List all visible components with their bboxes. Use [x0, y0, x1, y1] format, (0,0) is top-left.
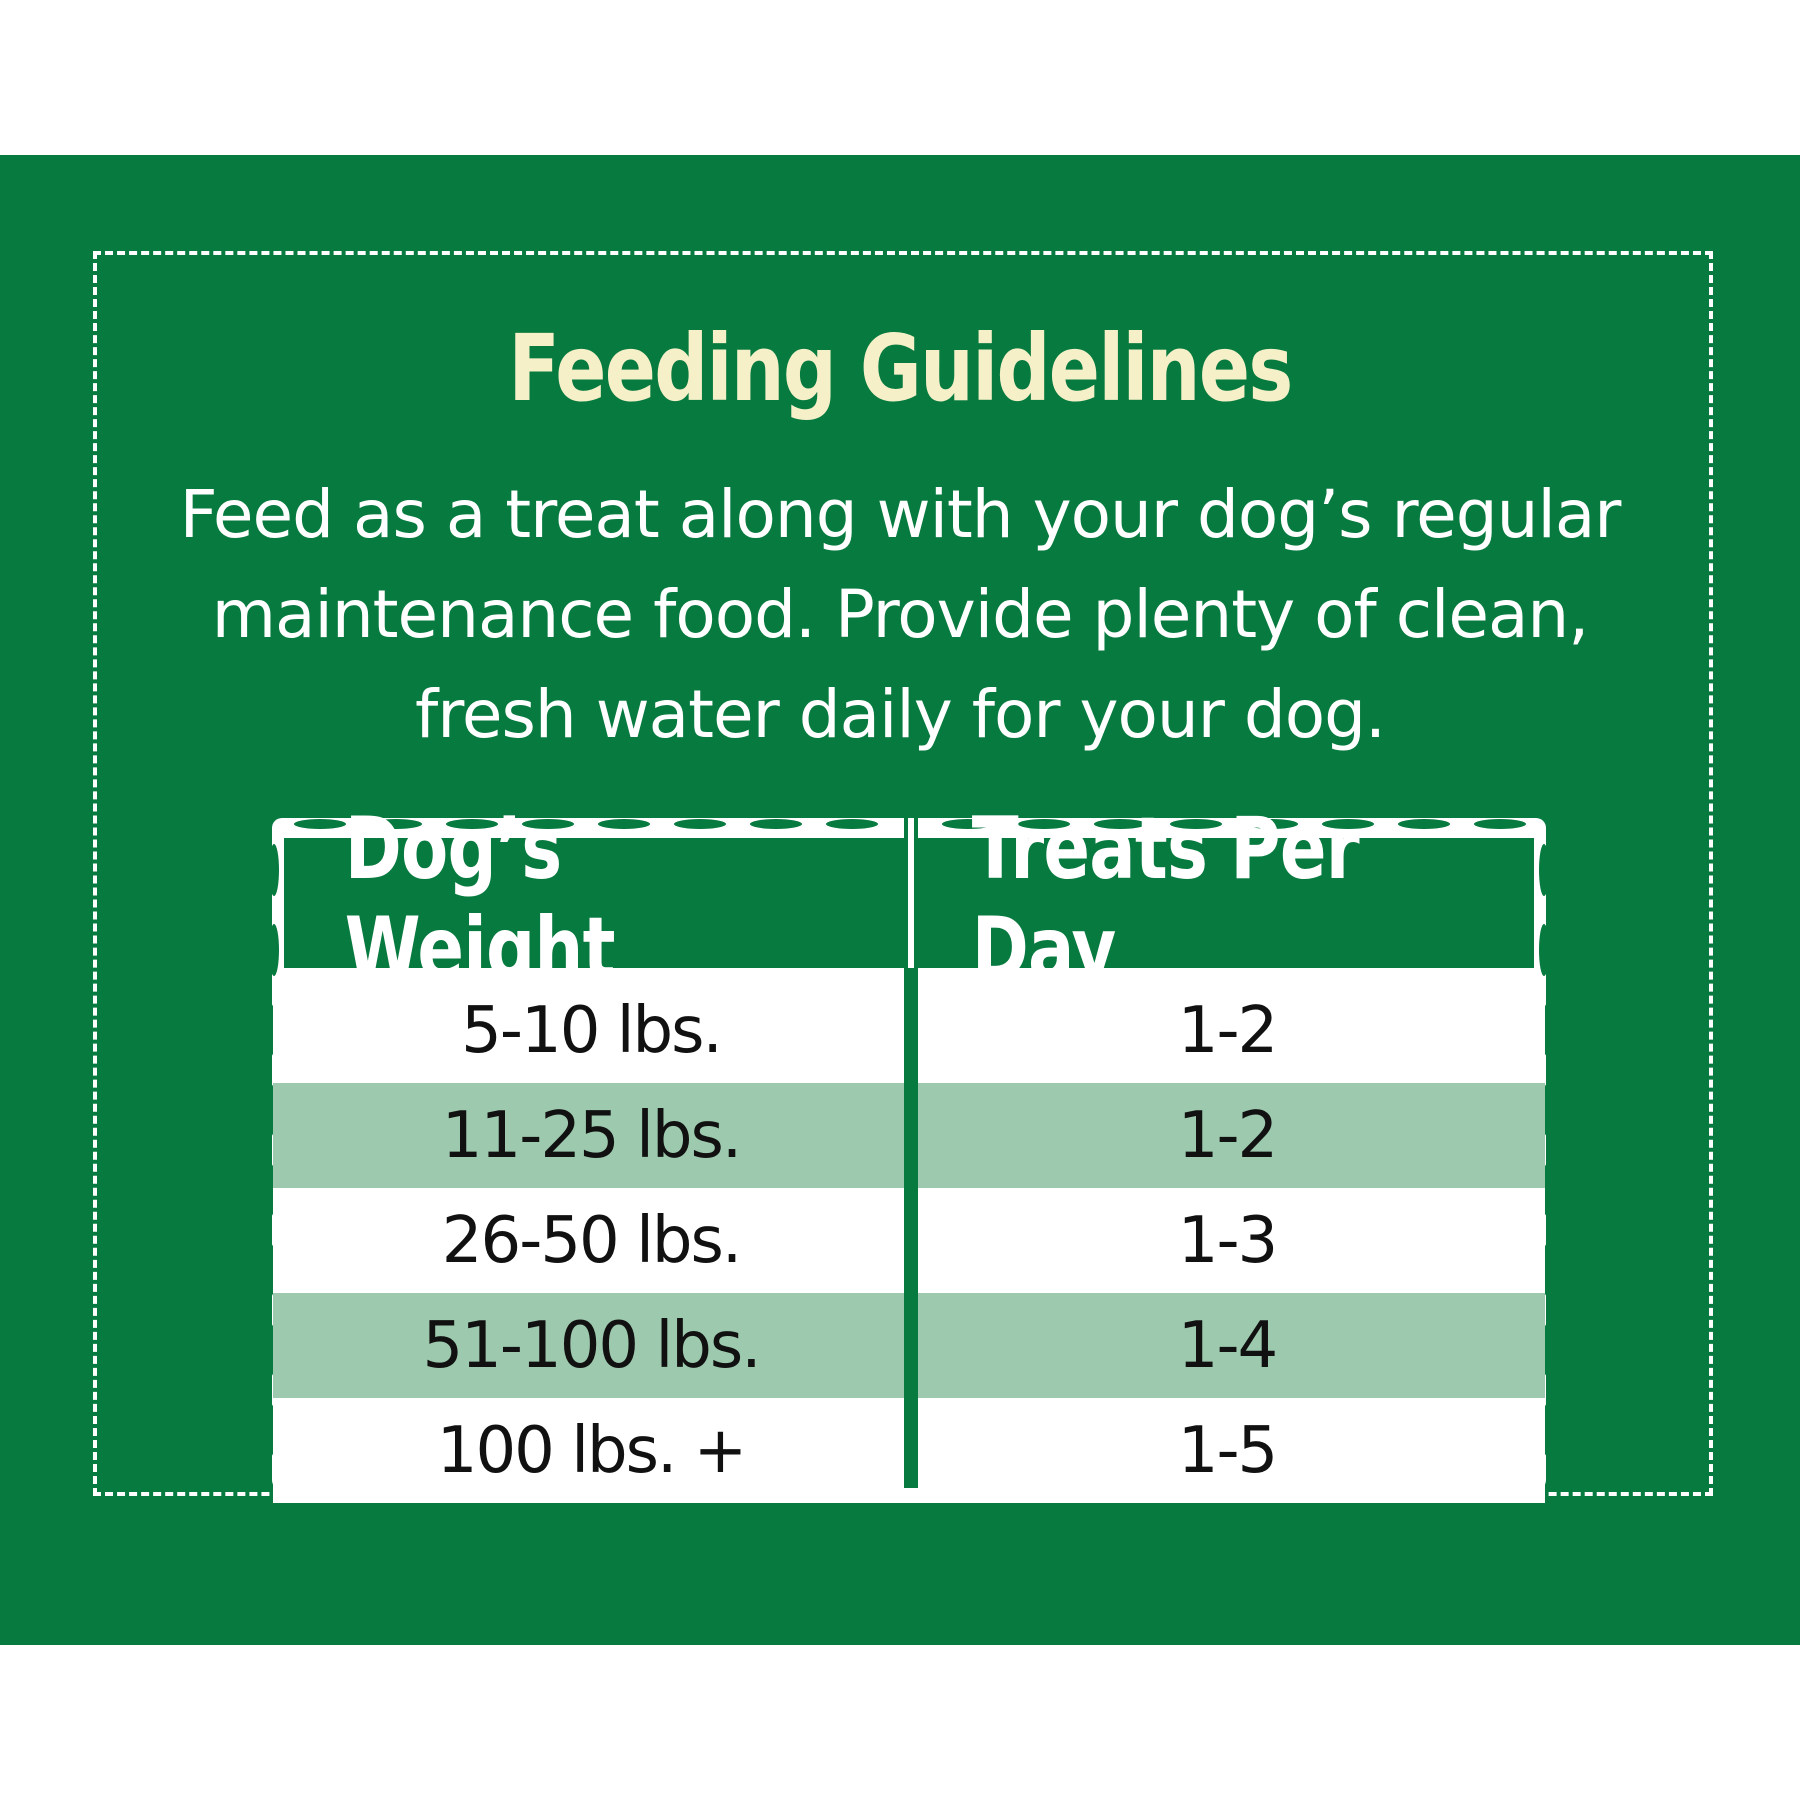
table-row: 51-100 lbs. 1-4 — [273, 1293, 1545, 1398]
column-divider — [904, 818, 918, 1488]
header-treats-per-day-label: Treats Per Day — [971, 799, 1360, 999]
weight-cell: 11-25 lbs. — [273, 1083, 909, 1188]
table-row: 5-10 lbs. 1-2 — [273, 978, 1545, 1083]
treats-cell: 1-5 — [909, 1398, 1545, 1503]
header-dogs-weight: Dog’s Weight — [282, 799, 909, 999]
weight-cell: 5-10 lbs. — [273, 978, 909, 1083]
feeding-guidelines-panel: Feeding Guidelines Feed as a treat along… — [0, 155, 1800, 1645]
header-treats-per-day: Treats Per Day — [909, 799, 1536, 999]
page-title: Feeding Guidelines — [508, 315, 1293, 422]
treats-cell: 1-2 — [909, 978, 1545, 1083]
treats-cell: 1-2 — [909, 1083, 1545, 1188]
table-row: 11-25 lbs. 1-2 — [273, 1083, 1545, 1188]
weight-cell: 26-50 lbs. — [273, 1188, 909, 1293]
table-row: 26-50 lbs. 1-3 — [273, 1188, 1545, 1293]
header-dogs-weight-label: Dog’s Weight — [344, 799, 616, 999]
intro-text: Feed as a treat along with your dog’s re… — [179, 476, 1622, 753]
treats-cell: 1-3 — [909, 1188, 1545, 1293]
table-body: 5-10 lbs. 1-2 11-25 lbs. 1-2 26-50 lbs. … — [273, 978, 1545, 1503]
treats-cell: 1-4 — [909, 1293, 1545, 1398]
header-divider-line — [908, 818, 914, 968]
table-row: 100 lbs. + 1-5 — [273, 1398, 1545, 1503]
weight-cell: 51-100 lbs. — [273, 1293, 909, 1398]
weight-cell: 100 lbs. + — [273, 1398, 909, 1503]
feeding-table: Dog’s Weight Treats Per Day 5-10 lbs. 1-… — [268, 799, 1550, 1503]
